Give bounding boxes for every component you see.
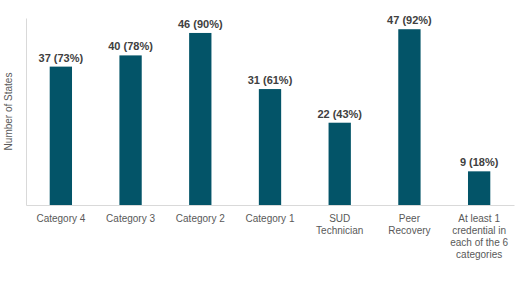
x-tick-label-line: SUD — [329, 213, 350, 224]
y-axis-title: Number of States — [3, 73, 14, 151]
data-label: 31 (61%) — [248, 74, 293, 86]
x-tick-label: SUDTechnician — [316, 213, 363, 236]
x-tick-label: Category 2 — [176, 213, 225, 224]
x-tick-label: PeerRecovery — [388, 213, 430, 236]
x-tick: SUDTechnician — [316, 205, 363, 236]
x-tick-label-line: categories — [456, 249, 502, 260]
bar — [119, 55, 141, 205]
chart-svg: 37 (73%) 40 (78%) 46 (90%) 31 (61%) 22 (43%)… — [0, 0, 525, 281]
x-tick-label-line: credential in — [452, 225, 506, 236]
plot-area: 37 (73%) 40 (78%) 46 (90%) 31 (61%) 22 (43%)… — [27, 14, 515, 260]
bar — [259, 89, 281, 205]
x-axis-line — [27, 205, 515, 206]
data-label: 46 (90%) — [178, 18, 223, 30]
bars — [50, 29, 491, 205]
chart-container: 37 (73%) 40 (78%) 46 (90%) 31 (61%) 22 (43%)… — [0, 0, 525, 281]
x-tick: PeerRecovery — [388, 205, 430, 236]
x-tick: Category 4 — [36, 205, 85, 224]
x-tick-label-line: Recovery — [388, 225, 430, 236]
data-label: 9 (18%) — [460, 156, 499, 168]
data-label: 40 (78%) — [108, 40, 153, 52]
x-tick-label-line: Peer — [399, 213, 421, 224]
x-tick: Category 1 — [246, 205, 295, 224]
bar — [329, 123, 351, 205]
x-tick-label-line: At least 1 — [458, 213, 500, 224]
bar — [468, 171, 490, 205]
x-tick-label: Category 4 — [36, 213, 85, 224]
x-tick: At least 1credential ineach of the 6cate… — [450, 205, 508, 260]
x-tick-label: Category 1 — [246, 213, 295, 224]
x-axis: Category 4 Category 3 Category 2 Category 1… — [27, 205, 515, 260]
x-tick-label: Category 3 — [106, 213, 155, 224]
data-label: 47 (92%) — [387, 14, 432, 26]
x-tick-label: At least 1credential ineach of the 6cate… — [450, 213, 508, 260]
x-tick-label-line: each of the 6 — [450, 237, 508, 248]
bar — [189, 33, 211, 205]
y-axis — [26, 19, 27, 206]
x-tick: Category 3 — [106, 205, 155, 224]
data-label: 22 (43%) — [317, 108, 362, 120]
x-tick: Category 2 — [176, 205, 225, 224]
bar — [50, 67, 72, 205]
x-tick-label-line: Technician — [316, 225, 363, 236]
y-axis-line — [26, 19, 27, 206]
data-label: 37 (73%) — [39, 52, 84, 64]
bar — [398, 29, 420, 205]
data-labels: 37 (73%) 40 (78%) 46 (90%) 31 (61%) 22 (43%)… — [39, 14, 499, 168]
